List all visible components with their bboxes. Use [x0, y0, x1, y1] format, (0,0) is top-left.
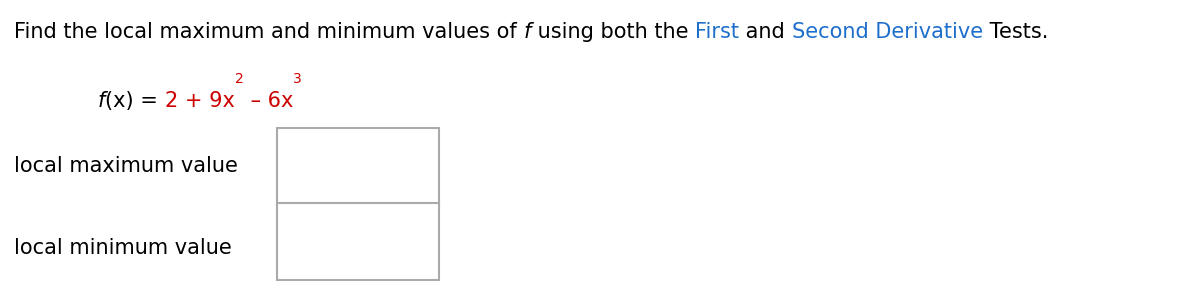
Text: Second Derivative: Second Derivative — [792, 22, 983, 42]
Text: Find the local maximum and minimum values of: Find the local maximum and minimum value… — [14, 22, 524, 42]
Text: using both the: using both the — [531, 22, 695, 42]
Text: local maximum value: local maximum value — [14, 157, 238, 176]
Text: 2: 2 — [234, 72, 244, 86]
Text: f: f — [98, 91, 105, 111]
Text: First: First — [695, 22, 739, 42]
Text: Tests.: Tests. — [983, 22, 1048, 42]
Bar — [277, 128, 439, 206]
Text: – 6x: – 6x — [244, 91, 293, 111]
Bar — [277, 203, 439, 280]
Text: f: f — [524, 22, 531, 42]
Text: 3: 3 — [293, 72, 301, 86]
Text: (x) =: (x) = — [105, 91, 165, 111]
Text: local minimum value: local minimum value — [14, 238, 232, 258]
Text: and: and — [739, 22, 792, 42]
Text: 2 + 9x: 2 + 9x — [165, 91, 234, 111]
